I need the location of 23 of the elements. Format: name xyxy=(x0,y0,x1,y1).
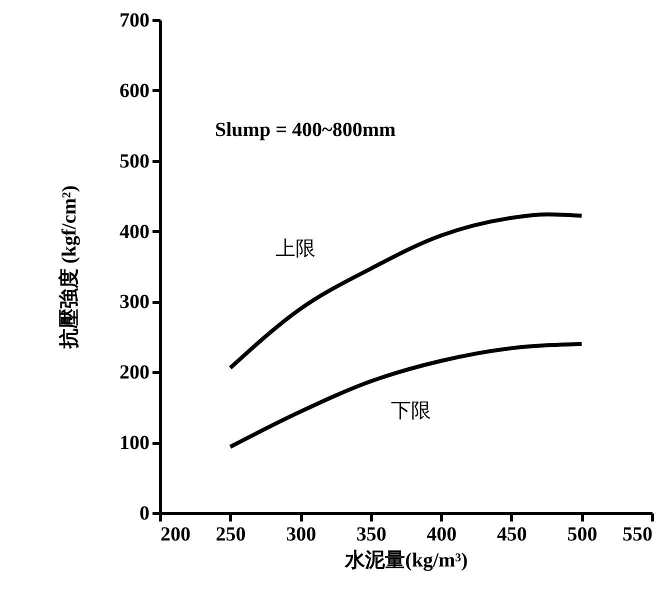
x-axis-title: 水泥量(kg/m³) xyxy=(344,550,468,572)
y-tick-label: 400 xyxy=(120,220,150,243)
line-series xyxy=(228,342,584,449)
y-tick-label: 0 xyxy=(140,502,150,524)
y-tick-label: 200 xyxy=(120,362,150,384)
series-label: 上限 xyxy=(276,236,316,260)
x-tick-label: 350 xyxy=(356,524,386,546)
x-tick-label: 400 xyxy=(426,524,457,546)
annotation: Slump = 400~800mm xyxy=(215,119,396,141)
line-series xyxy=(228,212,584,370)
y-tick-label: 500 xyxy=(120,150,150,172)
y-tick-label: 700 xyxy=(120,10,150,32)
x-tick-label: 200 xyxy=(160,524,190,546)
x-tick-label: 300 xyxy=(286,524,316,546)
series-label: 下限 xyxy=(391,398,432,422)
x-tick-label: 450 xyxy=(496,524,527,546)
x-tick-label: 250 xyxy=(216,524,246,546)
y-tick-label: 100 xyxy=(120,432,150,454)
y-axis-title: 抗壓強度 (kgf/cm²) xyxy=(58,185,80,350)
x-tick-label: 550 xyxy=(622,524,652,546)
y-tick-label: 600 xyxy=(120,80,150,102)
x-tick-label: 500 xyxy=(567,524,598,546)
y-tick-label: 300 xyxy=(120,291,150,314)
